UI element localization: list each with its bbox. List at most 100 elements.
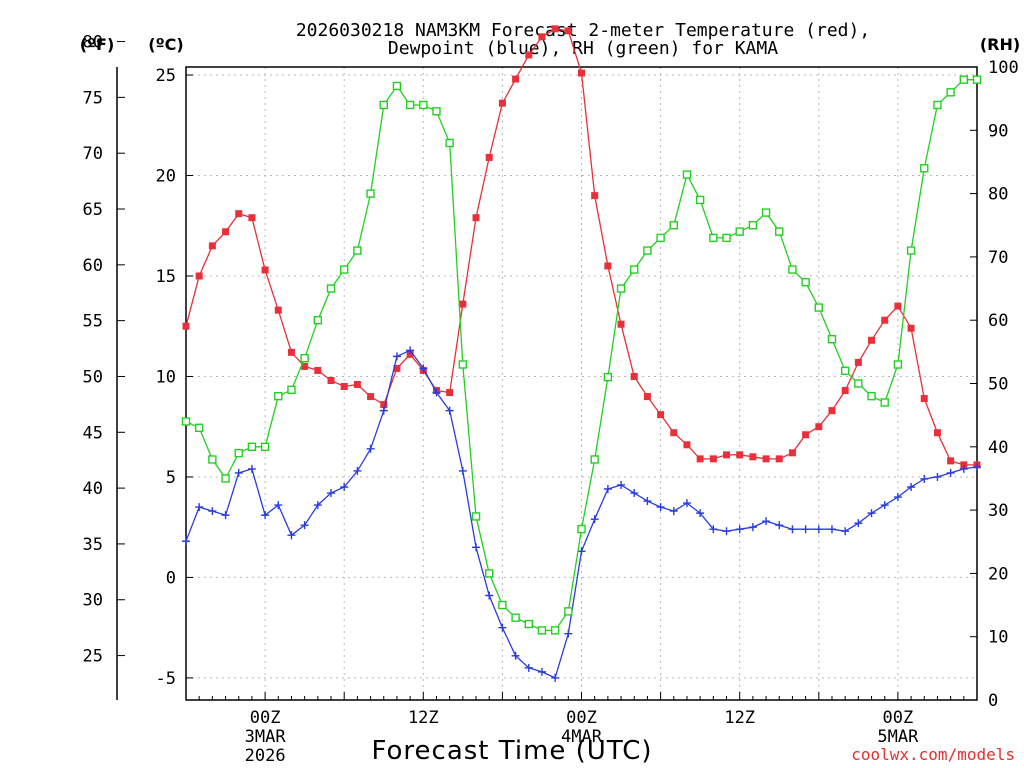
dewpoint-point [933, 472, 942, 481]
rh-point [247, 442, 257, 451]
dewpoint-point [577, 547, 586, 556]
axes: -5 0 5 10 15 20 25 25 30 35 40 45 50 55 60 65 70 75 80 0 10 2… [83, 33, 1019, 766]
2-meter-temperature-point [854, 358, 862, 366]
fahrenheit-tick-label: 70 [83, 144, 103, 164]
2-meter-temperature-point [604, 262, 612, 270]
2-meter-temperature-point [841, 387, 849, 395]
dewpoint-point [419, 364, 428, 373]
rh-point [300, 353, 309, 363]
dewpoint-point [287, 531, 296, 540]
celsius-tick-label: 15 [156, 267, 176, 287]
fahrenheit-axis-unit: (ºF) [80, 35, 115, 54]
2-meter-temperature-point [380, 401, 388, 409]
2-meter-temperature-point [327, 376, 335, 384]
2-meter-temperature-point [775, 455, 783, 463]
rh-point [208, 455, 217, 464]
fahrenheit-tick-label: 60 [83, 256, 103, 276]
2-meter-temperature-point [670, 429, 678, 437]
2-meter-temperature-point [208, 242, 216, 250]
2-meter-temperature-point [261, 266, 269, 274]
dewpoint-point [669, 507, 678, 516]
rh-point [616, 284, 626, 293]
rh-point [379, 100, 388, 110]
celsius-tick-label: 10 [156, 367, 176, 387]
2-meter-temperature-point [947, 457, 955, 465]
dewpoint-point [208, 507, 217, 516]
celsius-axis-unit: (ºC) [148, 35, 183, 54]
2-meter-temperature-point [749, 453, 757, 461]
dewpoint-point [300, 521, 309, 530]
2-meter-temperature-point [353, 381, 361, 389]
rh-point [419, 100, 428, 110]
rh-point [590, 455, 599, 464]
celsius-tick-label: 0 [166, 568, 176, 588]
rh-point [234, 448, 243, 458]
rh-point [511, 613, 520, 622]
rh-point [260, 442, 270, 451]
dewpoint-point [524, 663, 533, 672]
fahrenheit-tick-label: 80 [83, 33, 103, 53]
celsius-tick-label: -5 [156, 669, 176, 689]
rh-point [814, 303, 823, 312]
2-meter-temperature-point [301, 362, 309, 370]
rh-point [445, 138, 454, 148]
dewpoint-point [274, 501, 283, 510]
rh-point [906, 246, 916, 255]
dewpoint-point [261, 511, 270, 520]
2-meter-temperature-point [195, 272, 203, 280]
rh-tick-label: 60 [988, 311, 1008, 331]
2-meter-temperature-point [512, 75, 520, 83]
rh-point [854, 379, 863, 388]
fahrenheit-tick-label: 55 [83, 312, 103, 332]
dewpoint-point [722, 527, 731, 536]
2-meter-temperature-point [551, 25, 559, 33]
rh-point [181, 417, 191, 426]
rh-point [920, 164, 929, 173]
2-meter-temperature-point [828, 407, 836, 415]
dewpoint-point [735, 525, 744, 534]
rh-point [313, 316, 323, 325]
2-meter-temperature-point [591, 192, 599, 200]
x-tick-label: 00Z [566, 708, 597, 728]
2-meter-temperature-point [274, 306, 282, 314]
dewpoint-point [195, 503, 204, 512]
2-meter-temperature-point [485, 153, 493, 161]
fahrenheit-tick-label: 25 [83, 647, 103, 667]
dewpoint-point [762, 517, 771, 526]
x-tick-label: 12Z [724, 708, 755, 728]
2-meter-temperature-point [696, 455, 704, 463]
celsius-tick-label: 20 [156, 167, 176, 187]
2-meter-temperature-point [340, 383, 348, 391]
fahrenheit-tick-label: 45 [83, 423, 103, 443]
fahrenheit-tick-label: 35 [83, 535, 103, 555]
2-meter-temperature-point [446, 389, 454, 397]
dewpoint-point [973, 462, 981, 471]
dewpoint-point [485, 591, 494, 600]
2-meter-temperature-point [762, 455, 770, 463]
2-meter-temperature-point [802, 431, 810, 439]
rh-tick-label: 50 [988, 375, 1008, 395]
rh-point [221, 474, 230, 483]
rh-point [405, 100, 415, 110]
rh-tick-label: 20 [988, 564, 1008, 584]
2-meter-temperature-point [815, 423, 823, 431]
rh-point [695, 195, 705, 205]
rh-point [735, 227, 744, 236]
rh-point [630, 265, 639, 274]
2-meter-temperature-point [393, 364, 401, 372]
dewpoint-point [920, 474, 929, 483]
dewpoint-point [854, 519, 863, 528]
x-date-label: 5MAR [877, 727, 919, 747]
dewpoint-point [392, 352, 401, 361]
dewpoint-point [247, 464, 256, 473]
2-meter-temperature-point [617, 320, 625, 328]
dewpoint-point [827, 525, 836, 534]
dewpoint-point [498, 623, 507, 632]
x-year-label: 2026 [245, 746, 286, 766]
x-tick-label: 00Z [250, 708, 281, 728]
2-meter-temperature-point [459, 300, 467, 308]
2-meter-temperature-point [920, 395, 928, 403]
rh-tick-label: 40 [988, 438, 1008, 458]
rh-point [550, 626, 560, 635]
2-meter-temperature-point [736, 451, 744, 459]
